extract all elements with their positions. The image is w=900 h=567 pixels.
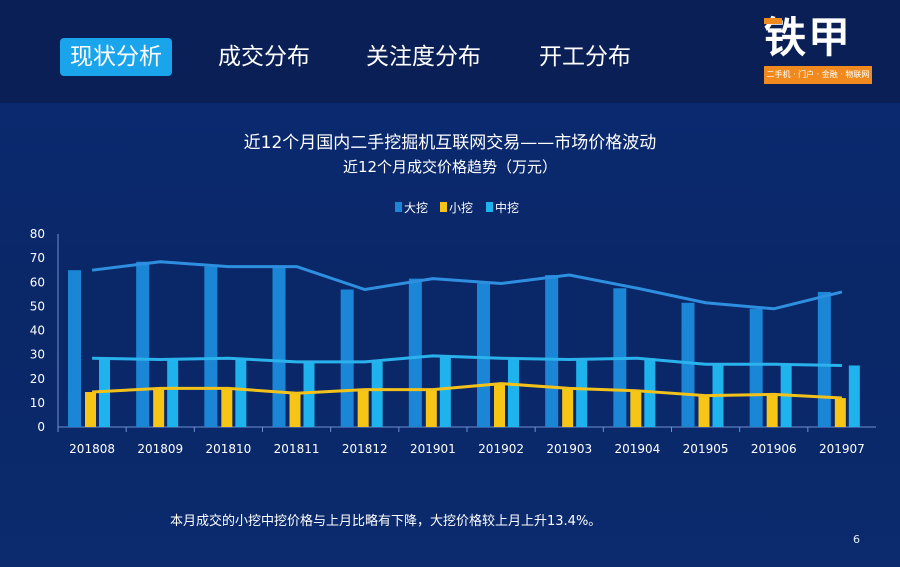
chart-axes: 0 10 20 30 40 50 60 70 80 201808 201809 201810 20181… [30,227,876,456]
y-tick-label: 10 [30,396,45,410]
x-tick-label: 201902 [478,442,524,456]
bar-small [153,388,165,427]
bar-medium [439,355,451,427]
bar-medium [576,359,588,427]
bar-small [766,394,778,427]
bar-small [834,398,846,427]
x-tick-label: 201811 [274,442,320,456]
bar-large [340,289,354,427]
bar-medium [235,358,247,427]
legend-label-2: 中挖 [495,200,519,215]
y-tick-label: 60 [30,275,45,289]
chart-title: 近12个月国内二手挖掘机互联网交易——市场价格波动 [243,133,657,153]
bar-medium [371,361,383,427]
x-tick-label: 201809 [137,442,183,456]
y-tick-label: 70 [30,251,45,265]
header-bar: 现状分析 成交分布 关注度分布 开工分布 铁甲 二手机 · 门户 · 金融 · … [0,0,900,103]
chart-legend: 大挖 小挖 中挖 [395,200,519,215]
bar-small [698,395,710,427]
tab-deal-distribution[interactable]: 成交分布 [218,44,310,70]
logo-accent [764,18,782,24]
bar-small [221,388,233,427]
y-tick-label: 0 [37,420,45,434]
page-number: 6 [853,533,860,546]
bar-large [545,275,559,427]
logo-tagline: 二手机 · 门户 · 金融 · 物联网 [764,66,872,84]
bar-small [494,383,505,427]
bar-large [68,270,81,427]
bar-large [408,278,422,427]
summary-note: 本月成交的小挖中挖价格与上月比略有下降，大挖价格较上月上升13.4%。 [170,514,602,529]
chart-bars [68,261,860,427]
bar-small [85,392,96,427]
chart-lines [91,260,843,400]
bar-small [630,390,642,427]
bar-medium [167,359,179,427]
bar-small [425,389,437,427]
line-small [92,382,842,400]
tab-operation-distribution[interactable]: 开工分布 [539,44,631,70]
line-medium [92,354,842,367]
x-tick-label: 201812 [342,442,388,456]
bar-large [136,261,150,427]
x-tick-label: 201901 [410,442,456,456]
legend-label-1: 小挖 [449,200,473,215]
legend-swatch-0 [395,202,402,212]
y-tick-label: 40 [30,324,45,338]
x-tick-label: 201904 [615,442,661,456]
price-trend-chart: 大挖 小挖 中挖 0 10 20 30 40 50 60 70 80 201808 201809 2018… [30,200,876,456]
bar-small [289,393,301,427]
y-tick-label: 30 [30,348,45,362]
y-tick-label: 80 [30,227,45,241]
logo: 铁甲 二手机 · 门户 · 金融 · 物联网 [764,14,874,90]
bar-large [204,266,218,427]
bar-large [681,302,695,427]
y-tick-label: 20 [30,372,45,386]
legend-swatch-2 [486,202,493,212]
line-large [91,260,843,311]
legend-label-0: 大挖 [404,200,428,215]
x-tick-label: 201903 [546,442,592,456]
x-tick-label: 201905 [683,442,729,456]
tab-status-analysis[interactable]: 现状分析 [60,38,172,76]
bar-large [272,266,286,427]
bar-large [477,283,490,427]
legend-swatch-1 [440,202,447,212]
x-tick-label: 201808 [69,442,115,456]
tab-attention-distribution[interactable]: 关注度分布 [366,44,481,70]
bar-medium [848,365,860,427]
x-tick-label: 201907 [819,442,865,456]
bar-medium [303,361,315,427]
chart-subtitle: 近12个月成交价格趋势（万元） [342,158,558,176]
x-tick-label: 201810 [206,442,252,456]
x-tick-label: 201906 [751,442,797,456]
bar-medium [508,358,519,427]
bar-large [749,308,763,427]
bar-large [817,291,831,427]
nav-tabs: 现状分析 成交分布 关注度分布 开工分布 [60,38,641,76]
y-tick-label: 50 [30,299,45,313]
bar-small [357,389,369,427]
bar-small [562,388,574,427]
